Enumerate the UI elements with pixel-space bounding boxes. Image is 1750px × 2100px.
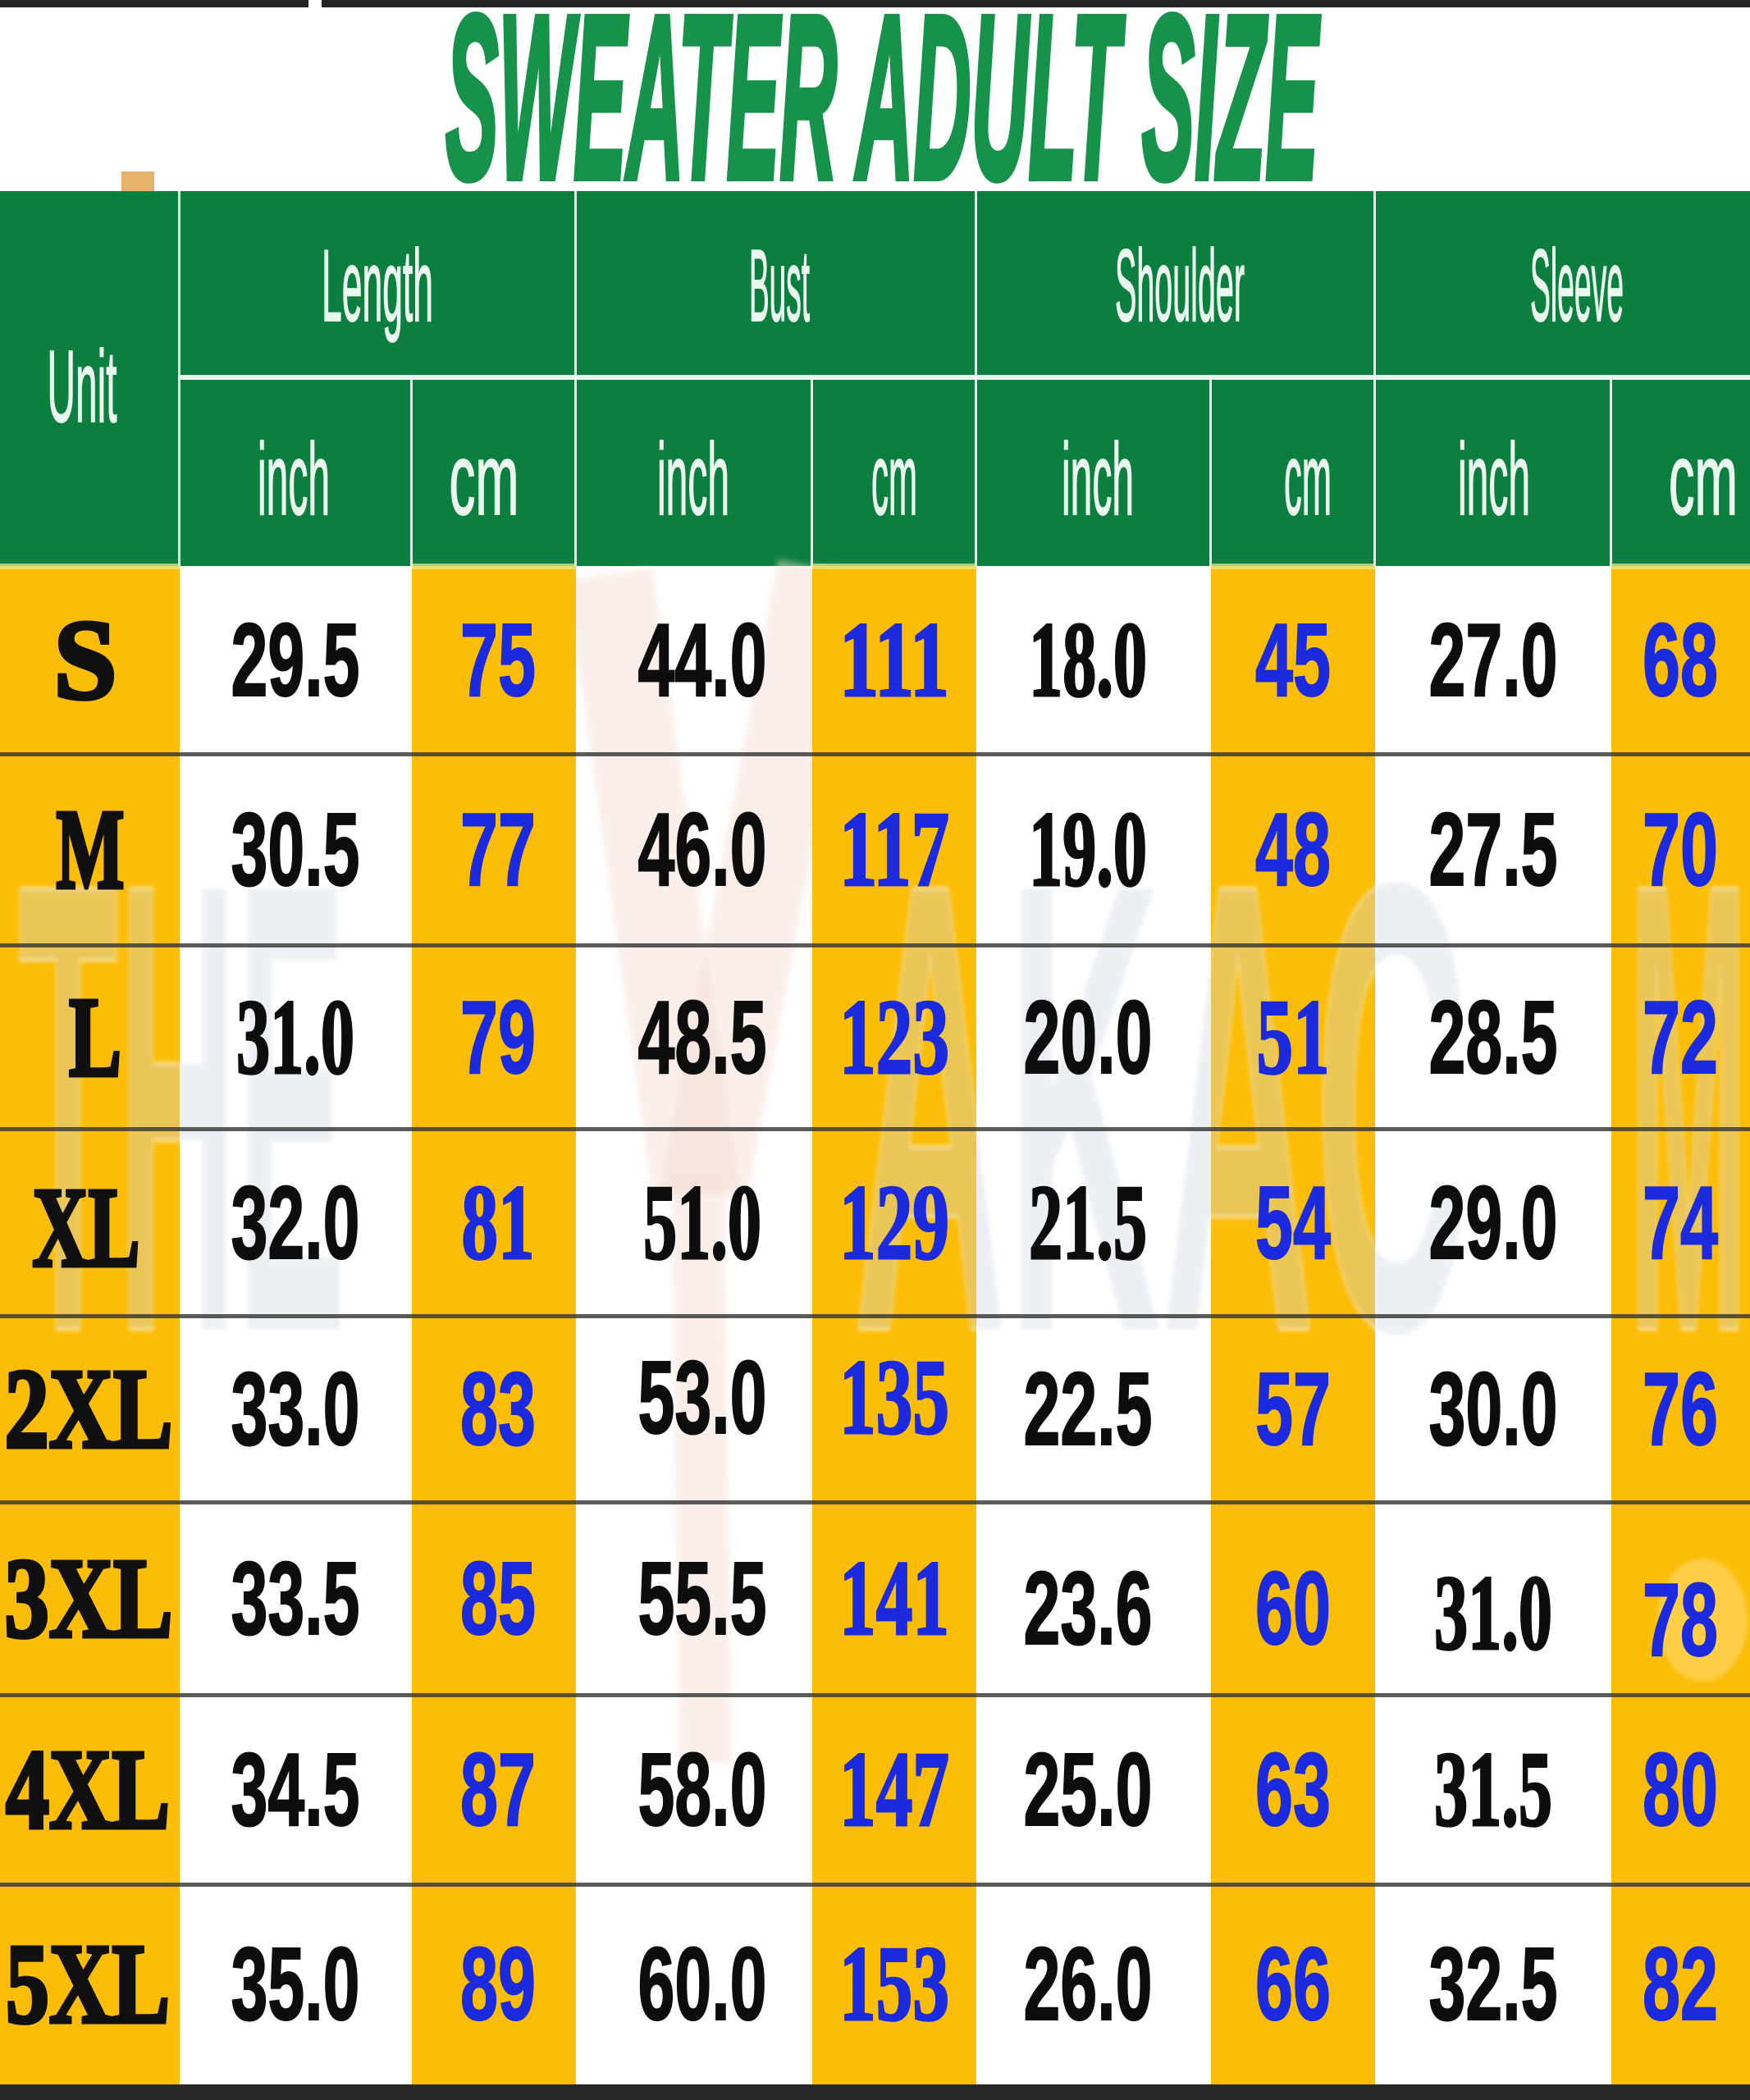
svg-text:44.0: 44.0 (638, 602, 767, 718)
svg-text:26.0: 26.0 (1024, 1926, 1153, 2042)
svg-text:3XL: 3XL (5, 1536, 173, 1662)
svg-text:4XL: 4XL (6, 1727, 170, 1853)
svg-text:30.5: 30.5 (231, 792, 360, 907)
svg-text:58.0: 58.0 (638, 1732, 767, 1847)
svg-text:79: 79 (460, 979, 536, 1095)
svg-text:SWEATER ADULT SIZE: SWEATER ADULT SIZE (445, 0, 1321, 228)
svg-text:M: M (1629, 751, 1748, 1465)
svg-text:33.0: 33.0 (231, 1351, 360, 1467)
svg-text:25.0: 25.0 (1024, 1732, 1153, 1847)
svg-text:5XL: 5XL (6, 1921, 170, 2048)
svg-text:20.0: 20.0 (1024, 979, 1153, 1095)
svg-text:32.5: 32.5 (1429, 1926, 1558, 2042)
svg-text:74: 74 (1643, 1165, 1718, 1281)
svg-text:31.5: 31.5 (1434, 1730, 1552, 1849)
svg-text:147: 147 (839, 1730, 949, 1849)
svg-text:M: M (57, 787, 125, 913)
svg-text:inch: inch (258, 423, 330, 536)
svg-text:60.0: 60.0 (638, 1926, 767, 2042)
svg-text:23.6: 23.6 (1024, 1550, 1153, 1666)
svg-text:77: 77 (460, 792, 536, 907)
svg-text:28.5: 28.5 (1429, 979, 1558, 1095)
svg-text:63: 63 (1255, 1732, 1331, 1847)
svg-text:48.5: 48.5 (638, 979, 767, 1095)
svg-text:29.0: 29.0 (1429, 1165, 1558, 1281)
svg-text:21.5: 21.5 (1029, 1163, 1147, 1282)
svg-text:27.0: 27.0 (1429, 602, 1558, 718)
svg-text:76: 76 (1643, 1351, 1718, 1467)
svg-text:19.0: 19.0 (1029, 790, 1147, 909)
svg-text:inch: inch (1458, 423, 1530, 536)
svg-text:111: 111 (839, 600, 949, 719)
svg-text:51: 51 (1257, 978, 1330, 1097)
svg-text:68: 68 (1643, 602, 1718, 718)
svg-text:153: 153 (839, 1924, 949, 2043)
svg-text:83: 83 (460, 1351, 536, 1467)
svg-text:31.0: 31.0 (1434, 1554, 1552, 1673)
svg-text:S: S (54, 597, 117, 724)
svg-text:54: 54 (1255, 1165, 1331, 1281)
svg-text:123: 123 (839, 978, 949, 1097)
svg-text:78: 78 (1643, 1562, 1718, 1678)
svg-text:45: 45 (1255, 602, 1331, 718)
svg-text:117: 117 (839, 790, 949, 909)
svg-text:70: 70 (1643, 792, 1718, 907)
svg-text:35.0: 35.0 (231, 1926, 360, 2042)
svg-text:82: 82 (1643, 1926, 1718, 2042)
svg-text:inch: inch (1062, 423, 1134, 536)
svg-text:46.0: 46.0 (638, 792, 767, 907)
svg-text:22.5: 22.5 (1024, 1351, 1153, 1467)
svg-text:89: 89 (460, 1926, 536, 2042)
svg-text:141: 141 (839, 1539, 949, 1658)
svg-text:31.0: 31.0 (236, 978, 354, 1097)
svg-text:135: 135 (839, 1338, 949, 1457)
svg-text:Sleeve: Sleeve (1530, 230, 1624, 343)
svg-text:18.0: 18.0 (1029, 600, 1147, 719)
svg-text:Length: Length (322, 230, 433, 343)
svg-text:cm: cm (1669, 423, 1738, 536)
svg-text:80: 80 (1643, 1732, 1718, 1847)
svg-text:75: 75 (460, 602, 536, 718)
svg-text:XL: XL (33, 1165, 140, 1291)
svg-text:81: 81 (462, 1163, 535, 1282)
svg-text:55.5: 55.5 (638, 1541, 767, 1656)
svg-text:72: 72 (1643, 979, 1718, 1095)
svg-text:48: 48 (1255, 792, 1331, 907)
svg-text:33.5: 33.5 (231, 1541, 360, 1656)
svg-text:30.0: 30.0 (1429, 1351, 1558, 1467)
svg-text:27.5: 27.5 (1429, 792, 1558, 907)
svg-text:51.0: 51.0 (643, 1163, 761, 1282)
svg-text:L: L (69, 975, 121, 1101)
svg-text:Shoulder: Shoulder (1115, 230, 1245, 343)
svg-text:60: 60 (1255, 1550, 1331, 1666)
svg-text:THE: THE (18, 751, 346, 1465)
svg-text:32.0: 32.0 (231, 1165, 360, 1281)
svg-text:85: 85 (460, 1541, 536, 1656)
svg-text:87: 87 (460, 1732, 536, 1847)
svg-text:29.5: 29.5 (231, 602, 360, 718)
svg-text:2XL: 2XL (5, 1346, 173, 1472)
svg-text:cm: cm (450, 423, 519, 536)
svg-text:Bust: Bust (749, 230, 810, 343)
svg-text:53.0: 53.0 (638, 1340, 767, 1455)
svg-text:AKAC: AKAC (853, 751, 1469, 1465)
svg-text:cm: cm (1284, 423, 1332, 536)
svg-text:cm: cm (871, 423, 917, 536)
svg-text:129: 129 (839, 1163, 949, 1282)
svg-text:57: 57 (1255, 1351, 1331, 1467)
svg-text:34.5: 34.5 (231, 1732, 360, 1847)
svg-text:Unit: Unit (48, 331, 117, 444)
svg-text:inch: inch (657, 423, 729, 536)
svg-text:66: 66 (1255, 1926, 1331, 2042)
